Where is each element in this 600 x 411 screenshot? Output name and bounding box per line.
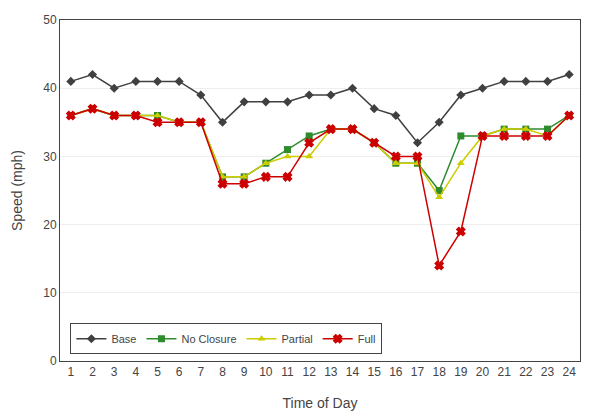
svg-text:Time of Day: Time of Day: [283, 395, 358, 411]
svg-text:30: 30: [43, 150, 57, 164]
svg-text:13: 13: [324, 365, 338, 379]
svg-text:21: 21: [497, 365, 511, 379]
svg-text:17: 17: [411, 365, 425, 379]
svg-text:Partial: Partial: [282, 333, 313, 345]
svg-text:Base: Base: [111, 333, 136, 345]
svg-text:0: 0: [50, 354, 57, 368]
svg-text:Full: Full: [358, 333, 376, 345]
svg-text:24: 24: [562, 365, 576, 379]
svg-text:4: 4: [132, 365, 139, 379]
svg-text:20: 20: [476, 365, 490, 379]
svg-text:1: 1: [67, 365, 74, 379]
svg-text:15: 15: [367, 365, 381, 379]
svg-text:22: 22: [519, 365, 533, 379]
svg-text:10: 10: [259, 365, 273, 379]
svg-text:11: 11: [281, 365, 294, 379]
svg-text:12: 12: [302, 365, 316, 379]
svg-text:8: 8: [219, 365, 226, 379]
svg-text:Speed (mph): Speed (mph): [9, 150, 25, 231]
svg-text:20: 20: [43, 218, 57, 232]
svg-text:3: 3: [111, 365, 118, 379]
svg-text:16: 16: [389, 365, 403, 379]
svg-text:19: 19: [454, 365, 468, 379]
svg-text:18: 18: [432, 365, 446, 379]
svg-text:2: 2: [89, 365, 96, 379]
svg-text:9: 9: [241, 365, 248, 379]
svg-text:10: 10: [43, 286, 57, 300]
svg-text:7: 7: [197, 365, 204, 379]
svg-text:No Closure: No Closure: [181, 333, 236, 345]
svg-text:6: 6: [176, 365, 183, 379]
svg-text:5: 5: [154, 365, 161, 379]
svg-text:14: 14: [346, 365, 360, 379]
svg-text:23: 23: [541, 365, 555, 379]
svg-text:40: 40: [43, 81, 57, 95]
svg-text:50: 50: [43, 13, 57, 27]
